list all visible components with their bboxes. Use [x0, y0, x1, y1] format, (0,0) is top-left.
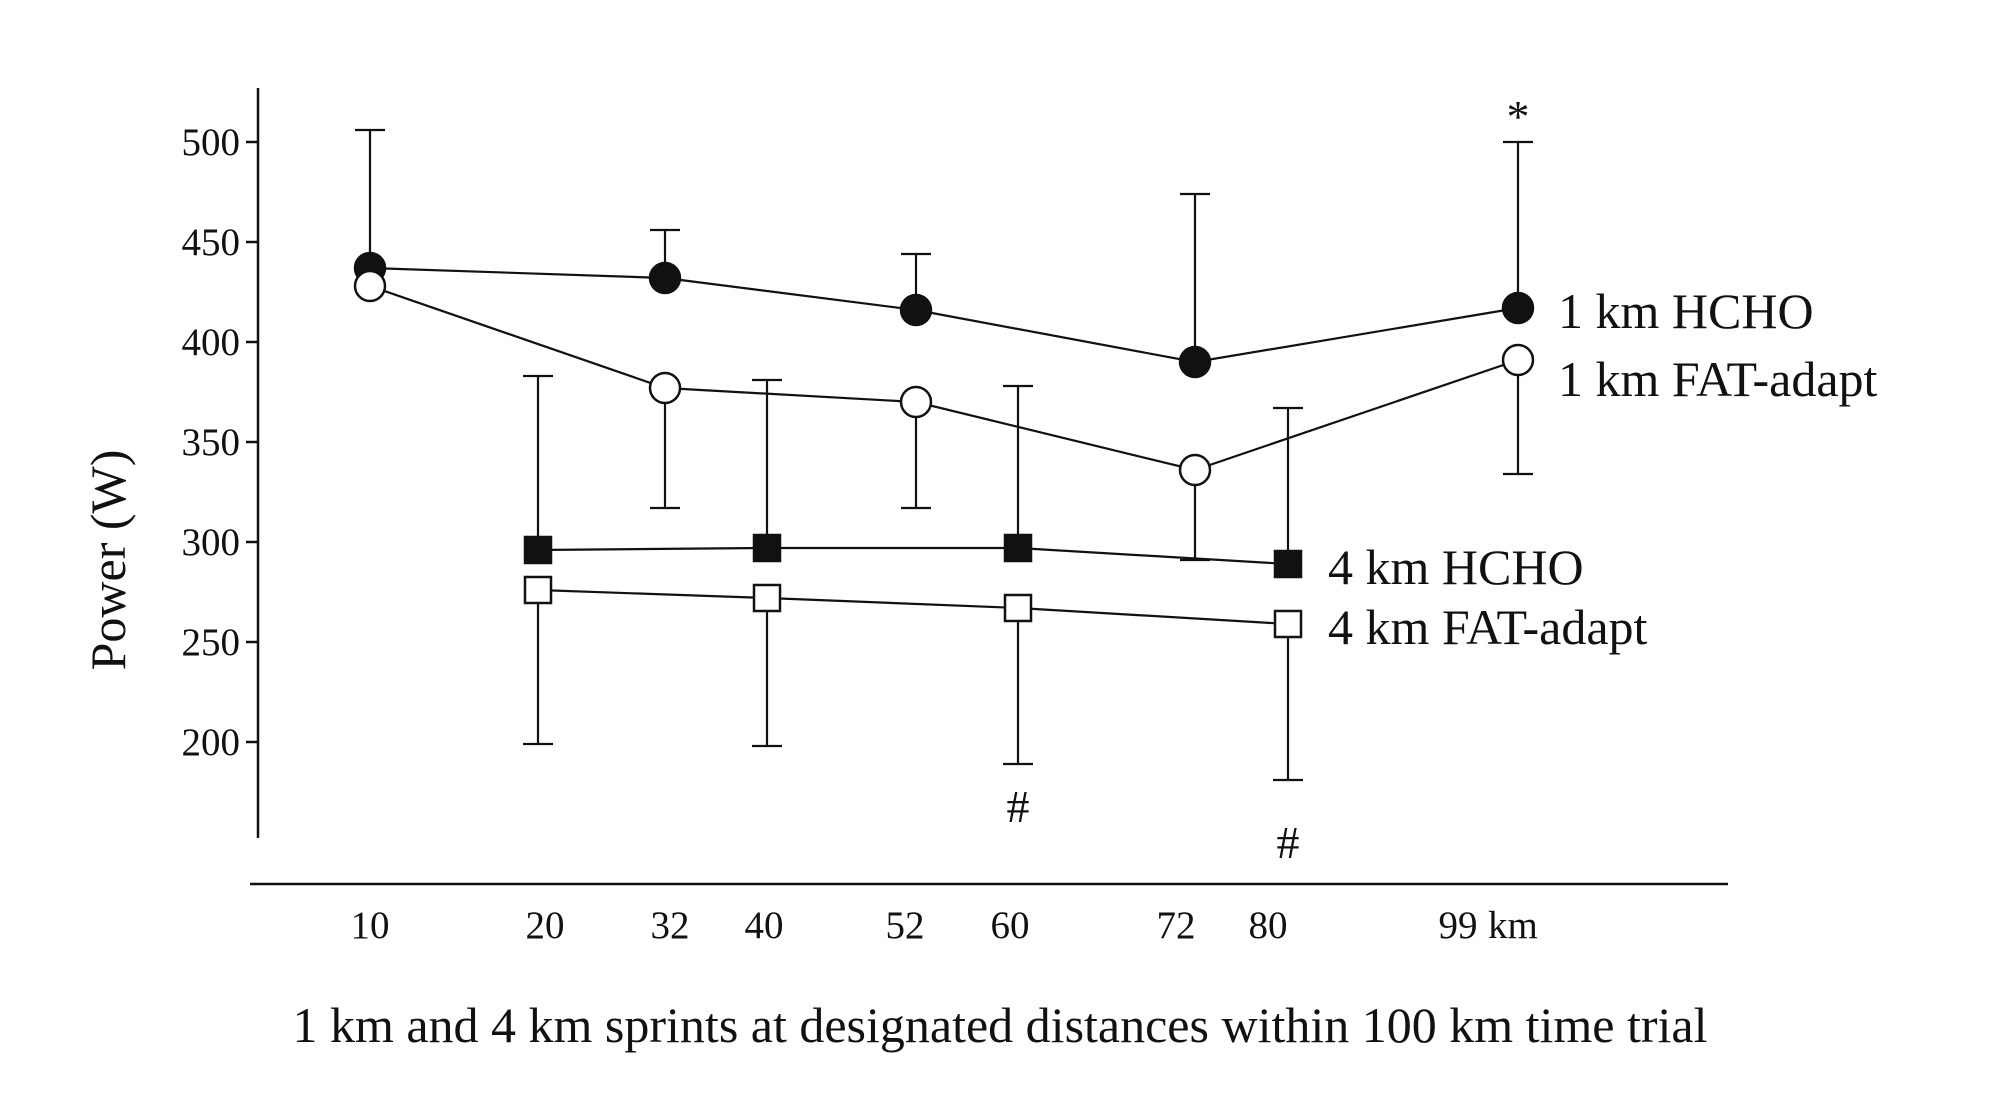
data-point: [1273, 549, 1303, 579]
x-tick-label: 99: [1439, 904, 1478, 947]
y-tick-label: 500: [182, 121, 241, 164]
errorbar-layer: [355, 128, 1533, 782]
data-point: [752, 583, 782, 613]
y-tick-label: 350: [182, 421, 241, 464]
y-tick-label: 450: [182, 221, 241, 264]
legend-label: 4 km HCHO: [1328, 539, 1584, 595]
x-tick-label: 32: [651, 904, 690, 947]
data-point: [1501, 291, 1535, 325]
series-line: [537, 588, 1289, 626]
x-unit-label: km: [1488, 904, 1538, 947]
legend-label: 1 km HCHO: [1558, 283, 1814, 339]
legend-label: 1 km FAT-adapt: [1558, 351, 1878, 407]
data-point: [1178, 345, 1212, 379]
data-point: [648, 261, 682, 295]
x-tick-label: 60: [991, 904, 1030, 947]
series-line: [369, 266, 1519, 364]
data-point: [523, 535, 553, 565]
axes-layer: 200 250 300 350 400 450 500 10 20 32 40 52 60 72 80 99 k…: [80, 88, 1728, 1053]
x-tick-label: 40: [745, 904, 784, 947]
data-point: [1501, 343, 1535, 377]
legend-label: 4 km FAT-adapt: [1328, 599, 1648, 655]
data-point: [648, 371, 682, 405]
x-tick-label: 80: [1249, 904, 1288, 947]
marker-layer: [353, 251, 1535, 639]
y-tick-label: 250: [182, 621, 241, 664]
data-point: [1003, 533, 1033, 563]
y-tick-label: 400: [182, 321, 241, 364]
significance-marker: #: [1007, 781, 1030, 832]
x-tick-label: 20: [526, 904, 565, 947]
data-point: [899, 385, 933, 419]
significance-marker: *: [1507, 91, 1530, 142]
data-point: [1178, 453, 1212, 487]
y-axis-title: Power (W): [80, 450, 136, 671]
significance-marker: #: [1277, 817, 1300, 868]
x-tick-label: 72: [1157, 904, 1196, 947]
data-point: [752, 533, 782, 563]
data-point: [353, 269, 387, 303]
data-point: [1003, 593, 1033, 623]
data-point: [899, 293, 933, 327]
x-axis-title: 1 km and 4 km sprints at designated dist…: [292, 997, 1707, 1053]
y-tick-label: 200: [182, 721, 241, 764]
series-line: [537, 546, 1289, 566]
x-tick-label: 10: [351, 904, 390, 947]
data-point: [523, 575, 553, 605]
data-point: [1273, 609, 1303, 639]
x-tick-label: 52: [886, 904, 925, 947]
series-line: [369, 284, 1519, 472]
y-tick-label: 300: [182, 521, 241, 564]
